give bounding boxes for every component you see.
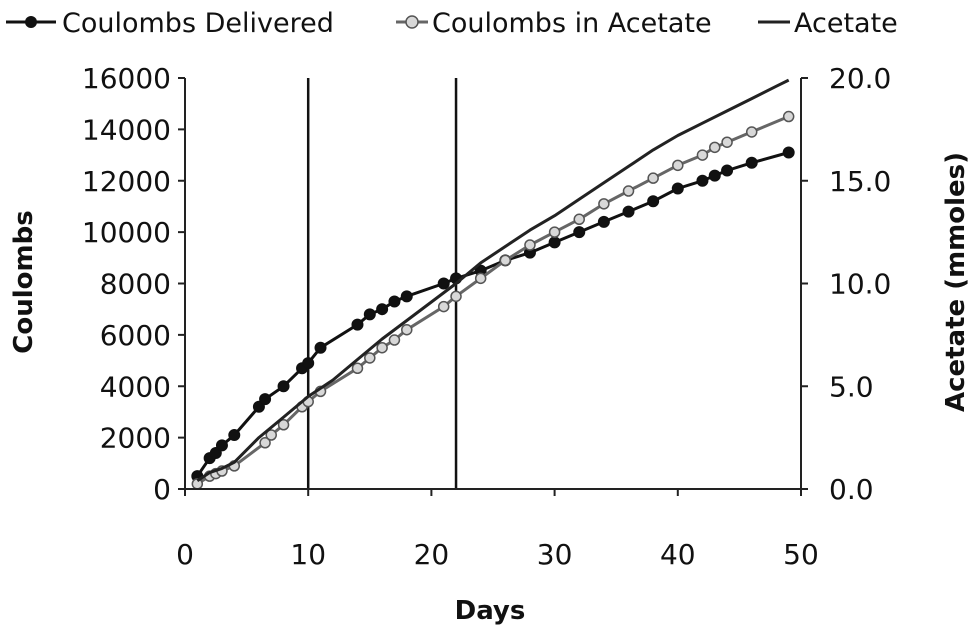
legend-marker-2 — [405, 15, 419, 29]
data-point — [401, 323, 413, 336]
y2-tick-label: 0.0 — [829, 473, 874, 506]
y-tick-label: 12000 — [82, 165, 171, 198]
y-tick-label: 0 — [153, 473, 171, 506]
data-point — [745, 126, 758, 138]
data-point — [209, 447, 222, 460]
data-point — [622, 185, 635, 197]
x-tick-label: 30 — [537, 538, 573, 571]
data-point — [277, 419, 290, 431]
y2-tick-label: 5.0 — [829, 370, 874, 403]
x-tick-label: 0 — [176, 538, 194, 571]
data-point — [259, 393, 272, 406]
data-point — [388, 295, 401, 308]
legend-label-3: Acetate — [794, 8, 898, 39]
x-tick-label: 40 — [660, 538, 696, 571]
data-point — [228, 429, 241, 442]
data-point — [548, 236, 561, 249]
data-point — [671, 182, 684, 195]
data-point — [215, 439, 228, 452]
data-point — [708, 169, 721, 182]
data-point — [277, 380, 290, 393]
data-point — [265, 429, 277, 441]
y2-axis-title: Acetate (mmoles) — [941, 152, 971, 412]
data-point — [450, 290, 462, 303]
data-point — [672, 159, 684, 172]
axes: 0 2000 4000 6000 8000 10000 12000 14000 16000 0.0… — [82, 62, 891, 571]
data-point — [782, 146, 795, 159]
data-point — [364, 352, 376, 364]
data-point — [499, 254, 512, 267]
x-tick-label: 20 — [414, 538, 450, 571]
data-point — [647, 195, 660, 208]
data-point — [696, 149, 709, 161]
data-point — [314, 341, 327, 354]
y-tick-label: 4000 — [100, 370, 171, 403]
data-point — [388, 334, 401, 346]
data-point — [302, 357, 315, 370]
x-tick-label: 50 — [783, 538, 819, 571]
data-point — [721, 164, 734, 177]
y-tick-label: 10000 — [82, 216, 171, 249]
data-point — [573, 213, 585, 226]
data-point — [622, 205, 635, 218]
data-point — [647, 172, 659, 184]
data-point — [437, 300, 450, 313]
data-point — [351, 318, 364, 331]
plot-area — [191, 78, 795, 490]
data-point — [524, 239, 536, 251]
data-point — [696, 174, 709, 187]
data-point — [259, 437, 271, 449]
data-point — [376, 341, 388, 354]
series-line-3 — [196, 78, 790, 483]
legend-label-2: Coulombs in Acetate — [432, 8, 712, 39]
data-point — [363, 308, 376, 321]
x-tick-label: 10 — [290, 538, 326, 571]
data-point — [400, 290, 413, 303]
data-point — [598, 198, 610, 210]
data-point — [474, 272, 487, 285]
y2-tick-label: 20.0 — [829, 62, 891, 95]
data-point — [745, 156, 758, 169]
legend-label-1: Coulombs Delivered — [62, 8, 334, 39]
y-tick-label: 16000 — [82, 62, 171, 95]
y-tick-label: 6000 — [100, 319, 171, 352]
y-axis-title: Coulombs — [9, 210, 39, 353]
data-point — [548, 226, 561, 238]
data-point — [573, 226, 586, 239]
y-tick-label: 14000 — [82, 113, 171, 146]
data-point — [597, 215, 610, 228]
data-point — [437, 277, 450, 290]
data-point — [721, 136, 733, 148]
data-point — [252, 400, 265, 413]
data-point — [782, 110, 795, 123]
legend: Coulombs Delivered Coulombs in Acetate Ace… — [6, 8, 898, 39]
y2-tick-label: 10.0 — [829, 268, 891, 301]
y-tick-label: 8000 — [100, 268, 171, 301]
data-point — [376, 303, 389, 316]
x-axis-title: Days — [455, 596, 526, 626]
y2-tick-label: 15.0 — [829, 165, 891, 198]
legend-marker-1 — [25, 16, 37, 28]
y-tick-label: 2000 — [100, 422, 171, 455]
data-point — [709, 141, 721, 154]
data-point — [351, 362, 364, 375]
